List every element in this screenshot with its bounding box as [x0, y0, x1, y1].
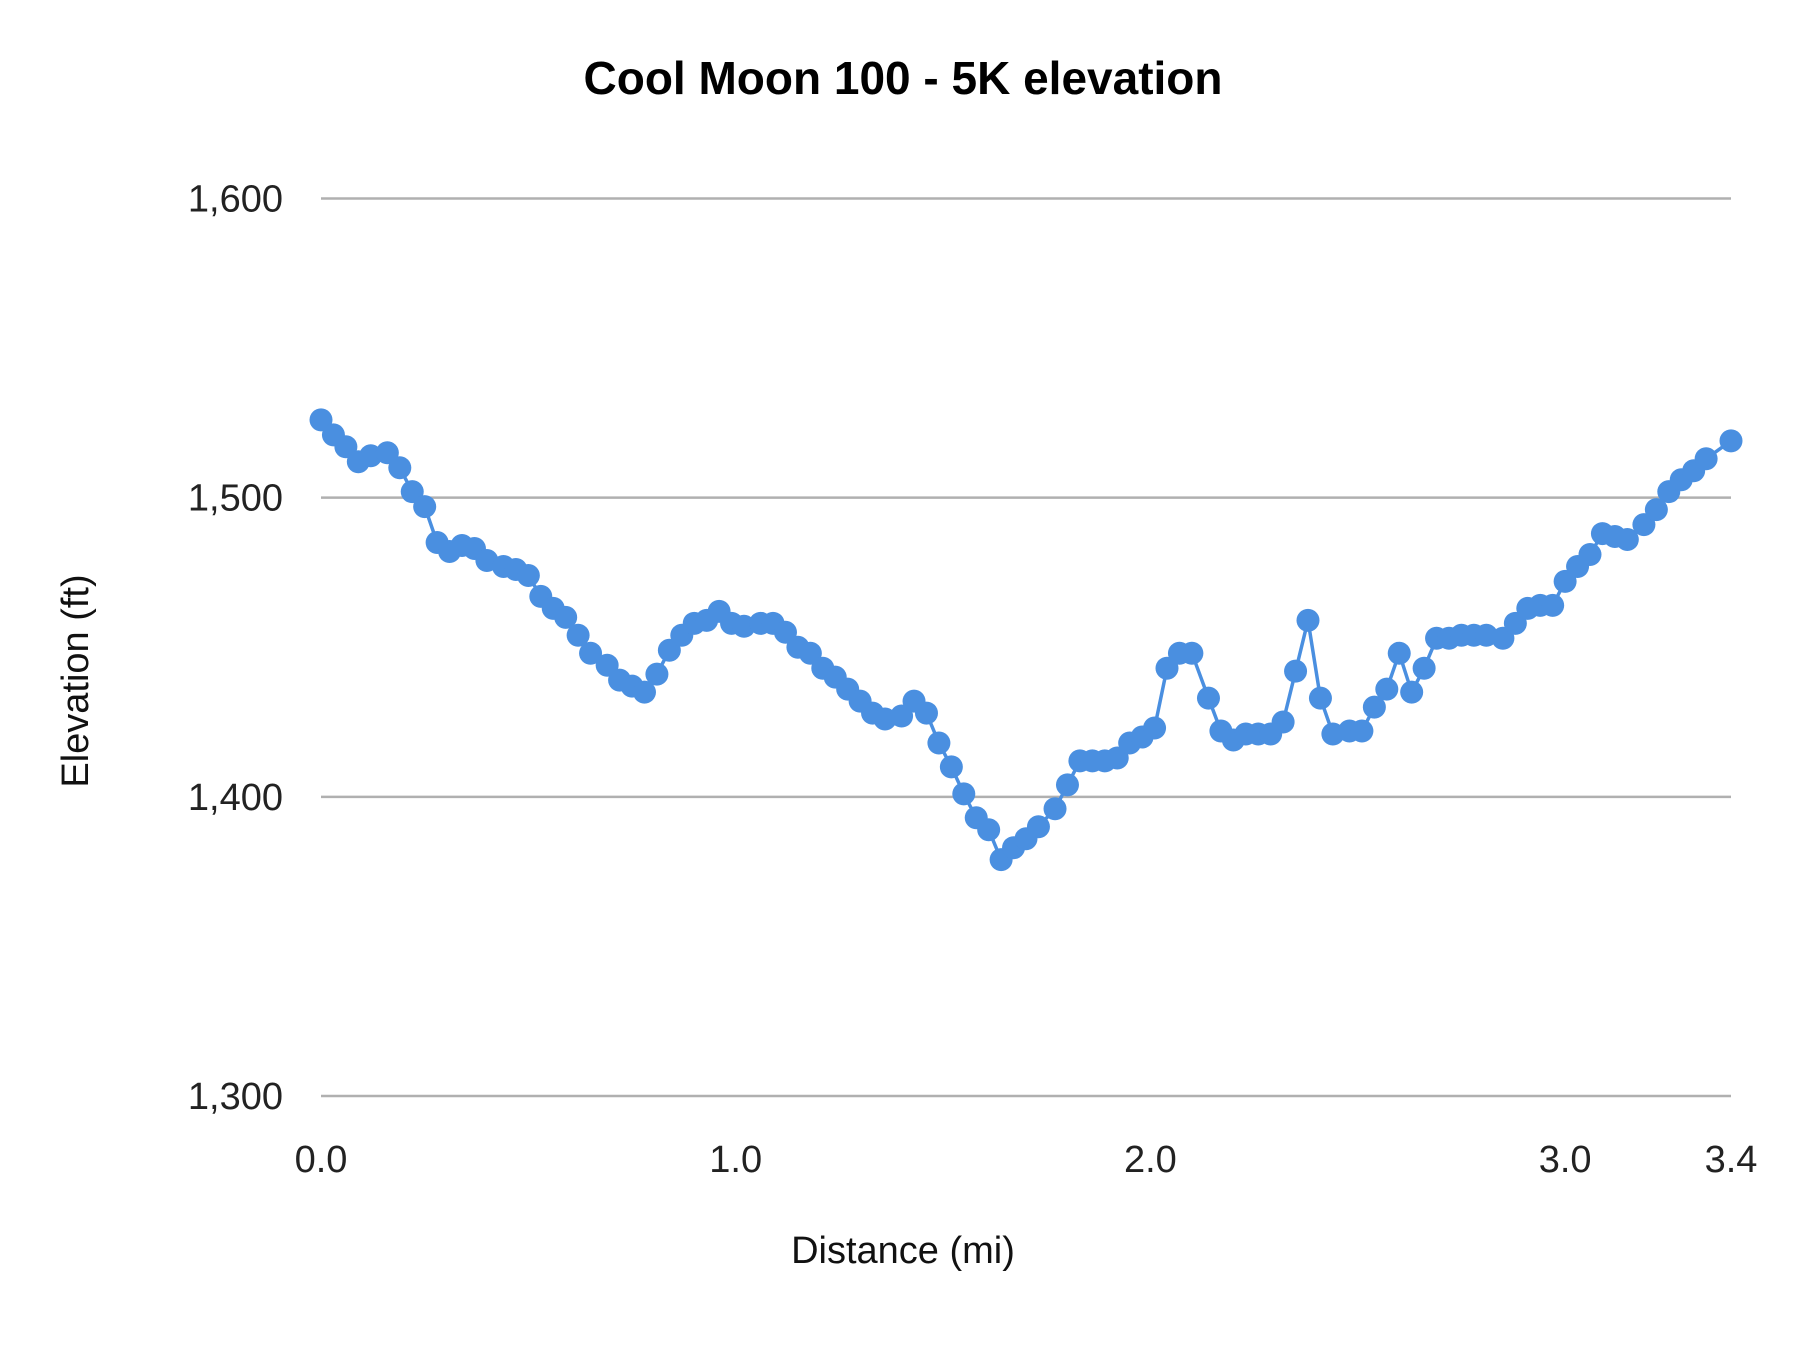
data-point — [1043, 797, 1067, 821]
chart-title: Cool Moon 100 - 5K elevation — [584, 52, 1223, 104]
x-tick-label: 3.4 — [1705, 1139, 1758, 1181]
data-point — [1541, 593, 1565, 617]
data-point — [927, 731, 951, 755]
x-axis-title: Distance (mi) — [791, 1230, 1015, 1272]
data-point — [645, 662, 669, 686]
data-point — [1644, 498, 1668, 522]
data-point — [388, 456, 412, 480]
data-point — [977, 818, 1001, 842]
data-point — [1387, 641, 1411, 665]
data-point — [579, 641, 603, 665]
data-point — [952, 782, 976, 806]
series-points — [309, 408, 1743, 872]
data-point — [1271, 710, 1295, 734]
x-axis-ticks: 0.0 1.0 2.0 3.0 3.4 — [295, 1139, 1758, 1181]
y-tick-label: 1,400 — [188, 777, 283, 819]
y-tick-label: 1,300 — [188, 1076, 283, 1118]
data-point — [413, 495, 437, 519]
x-tick-label: 1.0 — [709, 1139, 762, 1181]
data-point — [1308, 686, 1332, 710]
data-point — [1362, 695, 1386, 719]
x-tick-label: 3.0 — [1539, 1139, 1592, 1181]
data-point — [1296, 608, 1320, 632]
data-point — [1615, 528, 1639, 552]
x-tick-label: 0.0 — [295, 1139, 348, 1181]
data-point — [1196, 686, 1220, 710]
data-point — [1055, 773, 1079, 797]
data-point — [1284, 659, 1308, 683]
data-point — [914, 701, 938, 725]
data-point — [554, 605, 578, 629]
data-point — [1180, 641, 1204, 665]
data-point — [1719, 429, 1743, 453]
y-tick-label: 1,600 — [188, 179, 283, 221]
y-axis-ticks: 1,300 1,400 1,500 1,600 — [188, 179, 283, 1119]
data-point — [1400, 680, 1424, 704]
series-line — [319, 418, 1733, 863]
data-point — [632, 680, 656, 704]
data-point — [939, 755, 963, 779]
data-point — [1694, 447, 1718, 471]
y-tick-label: 1,500 — [188, 478, 283, 520]
data-point — [1412, 656, 1436, 680]
data-point — [566, 623, 590, 647]
data-point — [1026, 815, 1050, 839]
y-axis-title: Elevation (ft) — [55, 574, 97, 787]
data-point — [1375, 677, 1399, 701]
x-tick-label: 2.0 — [1124, 1139, 1177, 1181]
data-point — [1143, 716, 1167, 740]
data-point — [1350, 719, 1374, 743]
data-point — [1578, 543, 1602, 567]
data-point — [516, 563, 540, 587]
gridlines — [321, 197, 1731, 1098]
